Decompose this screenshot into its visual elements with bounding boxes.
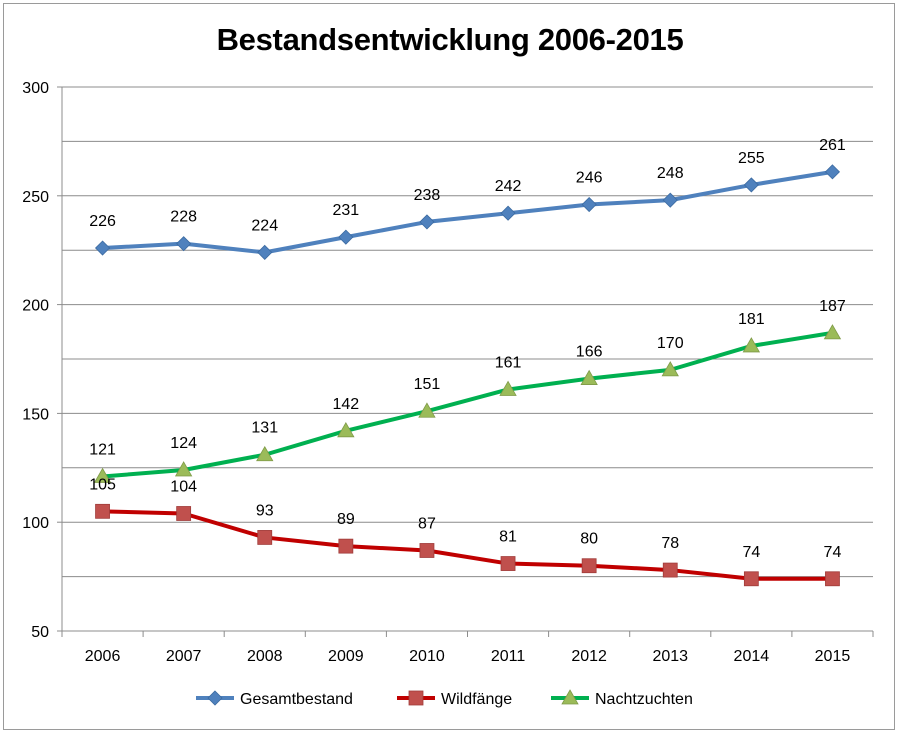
series-line-gesamtbestand	[102, 169, 833, 255]
data-label-gesamtbestand: 226	[89, 213, 116, 230]
data-label-nachtzuchten: 187	[819, 298, 846, 315]
data-point-nachtzuchten	[174, 461, 193, 477]
data-point-wildf-nge	[419, 543, 435, 558]
data-label-wildf-nge: 80	[580, 531, 598, 548]
data-label-gesamtbestand: 261	[819, 137, 846, 154]
series-lines	[93, 164, 842, 587]
data-point-gesamtbestand	[824, 164, 841, 180]
x-tick-label: 2006	[85, 648, 121, 665]
data-point-gesamtbestand	[419, 214, 435, 230]
data-label-nachtzuchten: 166	[576, 344, 603, 361]
gridlines	[62, 86, 873, 632]
y-tick-label: 300	[22, 80, 49, 97]
data-label-nachtzuchten: 131	[251, 420, 278, 437]
data-point-gesamtbestand	[176, 236, 192, 252]
data-label-wildf-nge: 74	[742, 544, 760, 561]
x-tick-label: 2014	[734, 648, 770, 665]
data-label-nachtzuchten: 124	[170, 435, 197, 452]
data-point-wildf-nge	[176, 506, 192, 521]
data-point-nachtzuchten	[661, 361, 679, 377]
series-line-wildf-nge	[102, 509, 833, 581]
legend-label-wildf-nge: Wildfänge	[441, 691, 512, 708]
axes: 50 100 150 200 250 300 2006 2007 2008 2009 2010 201…	[22, 80, 874, 665]
data-label-nachtzuchten: 161	[495, 354, 522, 371]
data-point-wildf-nge	[95, 503, 110, 519]
data-point-nachtzuchten	[256, 445, 274, 462]
data-point-nachtzuchten	[742, 337, 761, 353]
data-label-gesamtbestand: 238	[414, 187, 441, 204]
legend: Gesamtbestand Wildfänge Nachtzuchten	[196, 689, 693, 708]
data-point-gesamtbestand	[662, 192, 678, 208]
data-point-wildf-nge	[257, 530, 273, 545]
x-tick-label: 2011	[491, 648, 526, 665]
series-line-nachtzuchten	[102, 330, 833, 479]
legend-marker-wildf-nge	[408, 690, 424, 706]
x-tick-label: 2015	[815, 648, 851, 665]
data-point-gesamtbestand	[338, 229, 354, 245]
data-label-gesamtbestand: 242	[495, 178, 522, 195]
data-point-wildf-nge	[581, 558, 597, 574]
data-label-gesamtbestand: 231	[332, 202, 359, 219]
data-point-nachtzuchten	[418, 402, 436, 418]
data-point-wildf-nge	[338, 538, 354, 554]
x-tick-label: 2010	[409, 648, 445, 665]
legend-label-gesamtbestand: Gesamtbestand	[240, 691, 353, 708]
data-point-wildf-nge	[825, 571, 840, 587]
data-label-wildf-nge: 89	[337, 511, 355, 528]
data-point-gesamtbestand	[257, 244, 273, 260]
x-tick-label: 2009	[328, 648, 364, 665]
data-label-wildf-nge: 87	[418, 515, 436, 532]
legend-marker-nachtzuchten	[561, 689, 579, 705]
data-label-nachtzuchten: 142	[332, 396, 359, 413]
data-point-nachtzuchten	[93, 467, 112, 483]
chart-title: Bestandsentwicklung 2006-2015	[216, 22, 684, 57]
x-tick-label: 2013	[652, 648, 688, 665]
data-label-wildf-nge: 93	[256, 502, 274, 519]
x-tick-label: 2008	[247, 648, 283, 665]
data-point-nachtzuchten	[823, 324, 842, 340]
data-label-gesamtbestand: 246	[576, 170, 603, 187]
x-tick-label: 2007	[166, 648, 202, 665]
data-point-wildf-nge	[662, 562, 678, 578]
x-tick-label: 2012	[571, 648, 607, 665]
data-label-wildf-nge: 74	[824, 544, 842, 561]
data-point-nachtzuchten	[499, 380, 517, 396]
data-label-wildf-nge: 105	[89, 476, 116, 493]
y-tick-label: 100	[22, 515, 49, 532]
data-point-nachtzuchten	[337, 422, 355, 438]
data-point-gesamtbestand	[94, 240, 111, 256]
data-label-gesamtbestand: 255	[738, 150, 765, 167]
data-label-nachtzuchten: 170	[657, 335, 684, 352]
legend-marker-gesamtbestand	[207, 690, 223, 706]
y-tick-label: 50	[31, 624, 49, 641]
chart-frame	[3, 3, 895, 730]
data-point-gesamtbestand	[500, 205, 516, 221]
data-label-wildf-nge: 78	[661, 535, 679, 552]
data-label-gesamtbestand: 228	[170, 209, 197, 226]
data-point-gesamtbestand	[581, 196, 597, 213]
data-label-nachtzuchten: 121	[89, 442, 116, 459]
data-label-wildf-nge: 104	[170, 478, 197, 495]
data-label-gesamtbestand: 248	[657, 165, 684, 182]
legend-label-nachtzuchten: Nachtzuchten	[595, 691, 693, 708]
data-point-nachtzuchten	[580, 369, 598, 385]
data-label-wildf-nge: 81	[499, 529, 517, 546]
data-point-wildf-nge	[743, 571, 759, 587]
y-tick-label: 250	[22, 189, 49, 206]
data-label-gesamtbestand: 224	[251, 217, 278, 234]
data-point-wildf-nge	[500, 556, 516, 571]
y-tick-label: 150	[22, 406, 49, 423]
data-point-gesamtbestand	[743, 177, 759, 193]
data-label-nachtzuchten: 181	[738, 311, 765, 328]
data-labels: 226 228 224 231 238 242 246 248 255 261 105 104 93 89…	[89, 137, 846, 561]
y-tick-label: 200	[22, 298, 49, 315]
data-label-nachtzuchten: 151	[414, 376, 441, 393]
